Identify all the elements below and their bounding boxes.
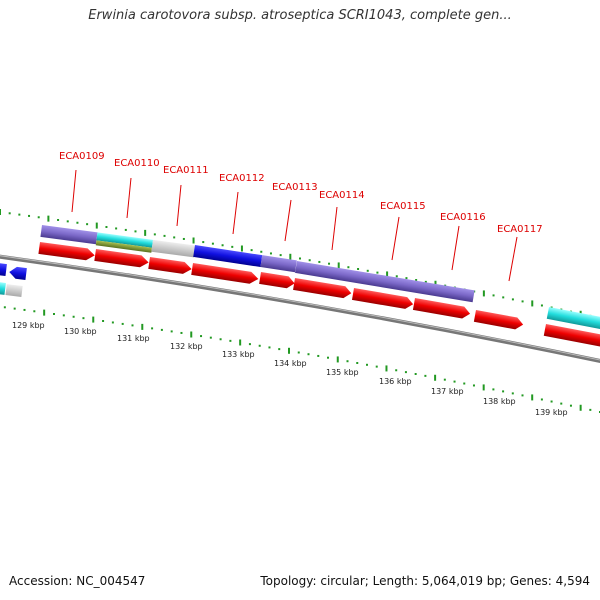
gene-label: ECA0109: [59, 151, 105, 162]
feature-cyan-left: [0, 282, 6, 295]
gene-label: ECA0115: [380, 201, 426, 212]
kbp-label: 135 kbp: [326, 368, 359, 377]
kbp-label: 131 kbp: [117, 334, 150, 343]
kbp-label: 139 kbp: [535, 408, 568, 417]
gene-label: ECA0116: [440, 212, 486, 223]
accession-text: Accession: NC_004547: [9, 574, 146, 588]
genome-backbone: [0, 254, 600, 364]
cds-arrow-1: [38, 242, 95, 261]
feature-cyan: [96, 232, 154, 248]
kbp-label: 137 kbp: [431, 387, 464, 396]
gene-label: ECA0110: [114, 158, 160, 169]
kbp-label: 129 kbp: [12, 321, 45, 330]
feature-purple-1: [40, 225, 98, 245]
cds-arrow-5: [259, 272, 295, 289]
kbp-label: 133 kbp: [222, 350, 255, 359]
kbp-label: 132 kbp: [170, 342, 203, 351]
feature-purple-2: [260, 255, 297, 273]
gene-label: ECA0114: [319, 190, 365, 201]
cds-arrow-3: [148, 257, 192, 274]
cds-arrow-2: [94, 249, 149, 268]
kbp-label: 130 kbp: [64, 327, 97, 336]
cds-arrow-9: [473, 310, 524, 330]
map-title: Erwinia carotovora subsp. atroseptica SC…: [88, 8, 512, 23]
lower-tick-track: [3, 306, 600, 413]
cds-arrow-10: [543, 324, 600, 348]
cds-arrow-6: [293, 278, 352, 299]
feature-purple-3: [295, 261, 475, 303]
kbp-label: 138 kbp: [483, 397, 516, 406]
feature-cyan-right: [546, 307, 600, 331]
feature-blue: [193, 245, 263, 268]
kbp-label: 136 kbp: [379, 377, 412, 386]
cds-arrow-7: [351, 288, 414, 309]
genome-summary-text: Topology: circular; Length: 5,064,019 bp…: [260, 574, 590, 588]
feature-olive: [95, 240, 152, 253]
gene-label: ECA0117: [497, 224, 543, 235]
feature-gray: [151, 239, 196, 258]
feature-track: [0, 225, 600, 348]
gene-label-group: ECA0109 ECA0110 ECA0111 ECA0112 ECA0113 …: [59, 151, 543, 282]
gene-label: ECA0111: [163, 165, 209, 176]
cds-arrow-4: [191, 263, 259, 284]
gene-label: ECA0112: [219, 173, 265, 184]
gene-label: ECA0113: [272, 182, 318, 193]
cds-arrow-left-blue: [9, 266, 27, 280]
feature-blue-left: [0, 263, 7, 277]
kbp-scale: 129 kbp 130 kbp 131 kbp 132 kbp 133 kbp …: [12, 321, 568, 417]
kbp-label: 134 kbp: [274, 359, 307, 368]
cds-arrow-8: [412, 298, 471, 319]
feature-gray-left: [5, 284, 23, 297]
